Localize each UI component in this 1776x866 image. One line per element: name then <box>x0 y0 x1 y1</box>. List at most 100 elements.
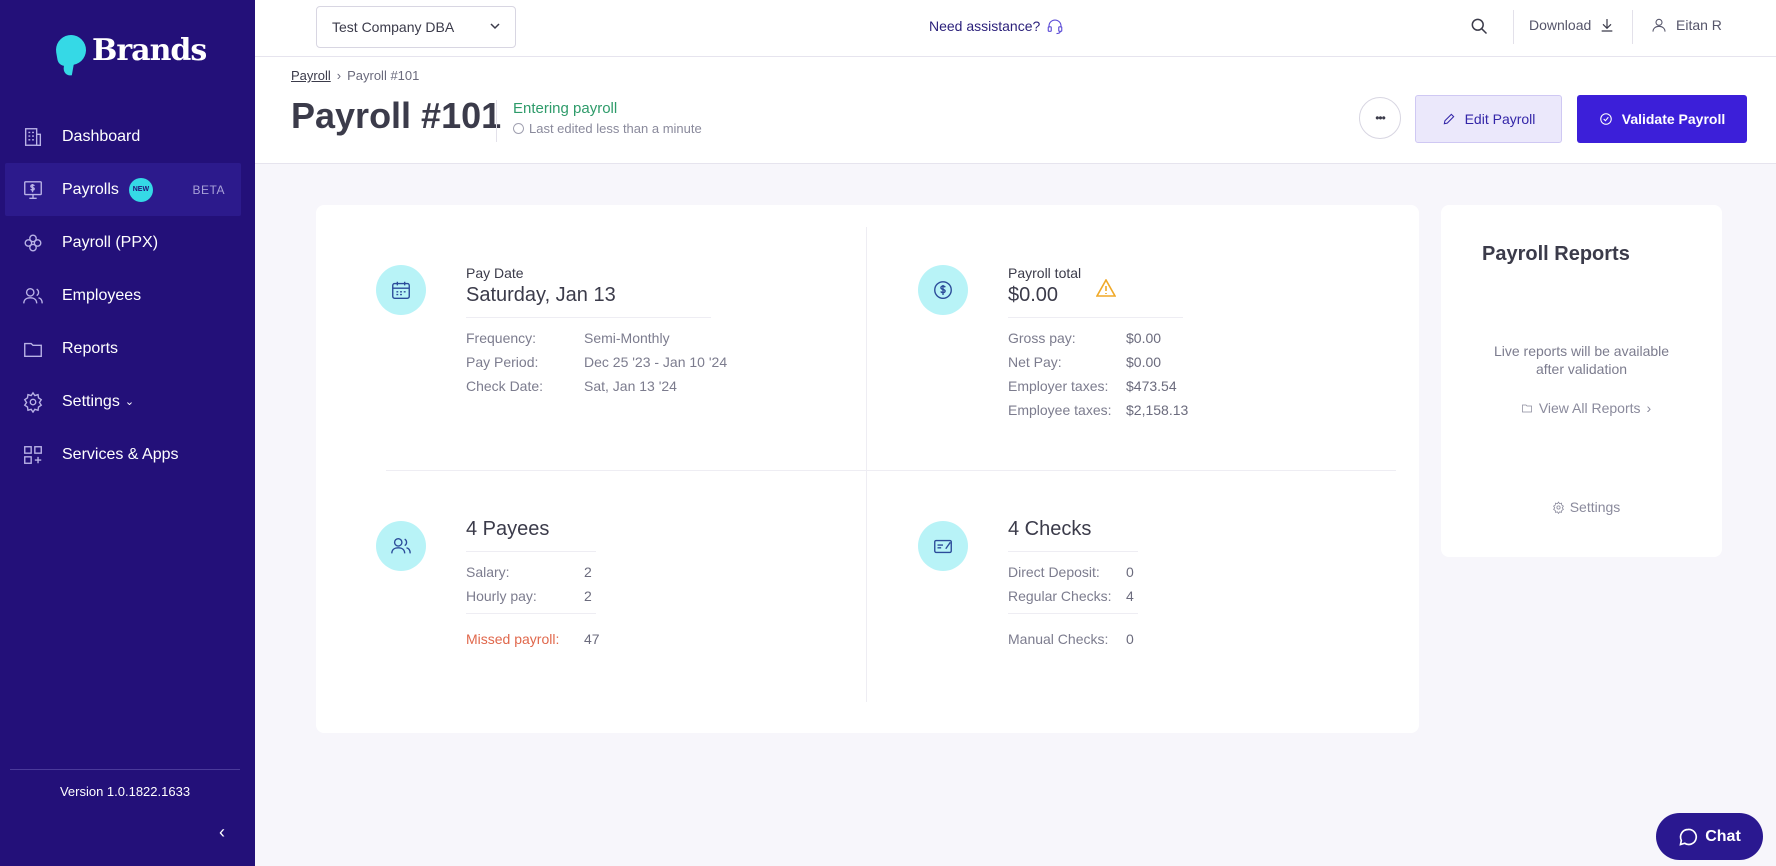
sidebar-item-label: Dashboard <box>62 127 141 145</box>
need-assistance-link[interactable]: Need assistance? <box>929 17 1064 35</box>
chat-label: Chat <box>1705 827 1741 845</box>
payroll-reports-card: Payroll Reports Live reports will be ava… <box>1441 205 1722 557</box>
top-bar: Test Company DBA Need assistance? Downlo… <box>255 0 1776 57</box>
apps-icon <box>21 443 45 467</box>
regular-checks-label: Regular Checks: <box>1008 588 1112 604</box>
sidebar-item-dashboard[interactable]: Dashboard <box>5 110 241 163</box>
download-icon <box>1601 19 1613 32</box>
folder-icon <box>1521 404 1532 413</box>
clock-icon <box>513 123 524 134</box>
dollar-icon <box>918 265 968 315</box>
calendar-icon <box>376 265 426 315</box>
download-label: Download <box>1529 17 1592 33</box>
chevron-down-icon <box>490 23 500 30</box>
user-name: Eitan R <box>1676 17 1722 33</box>
search-icon <box>1471 18 1488 35</box>
sidebar-divider <box>10 769 240 770</box>
new-badge: NEW <box>128 177 153 202</box>
warning-icon[interactable] <box>1096 279 1116 297</box>
version-label: Version 1.0.1822.1633 <box>59 784 191 799</box>
direct-deposit-label: Direct Deposit: <box>1008 564 1100 580</box>
download-button[interactable]: Download <box>1529 17 1615 33</box>
user-icon <box>1652 18 1666 32</box>
collapse-sidebar-icon[interactable]: ‹ <box>219 822 225 842</box>
pay-period-value: Dec 25 '23 - Jan 10 '24 <box>584 354 728 370</box>
brand-logo-icon <box>53 32 89 68</box>
manual-checks-label: Manual Checks: <box>1008 631 1109 647</box>
payroll-status: Entering payroll <box>513 100 618 117</box>
payroll-total-underline <box>1008 317 1183 318</box>
brand-name: Brands <box>92 32 207 68</box>
toolbar-divider <box>1513 10 1514 44</box>
chat-button[interactable]: Chat <box>1656 813 1763 860</box>
company-select[interactable]: Test Company DBA <box>316 6 516 48</box>
breadcrumb: Payroll › Payroll #101 <box>291 68 419 83</box>
validate-payroll-label: Validate Payroll <box>1621 111 1726 127</box>
payroll-total-value: $0.00 <box>1008 284 1059 306</box>
edit-payroll-label: Edit Payroll <box>1464 111 1536 127</box>
sidebar-item-label: Payrolls <box>62 180 119 198</box>
chat-icon <box>1679 828 1698 846</box>
frequency-label: Frequency: <box>466 330 537 346</box>
regular-checks-value: 4 <box>1126 588 1134 604</box>
last-edited-label: Last edited less than a minute <box>529 121 702 136</box>
reports-message-line: Live reports will be available <box>1493 343 1670 359</box>
sidebar: Brands Dashboard Payrolls NEW BETA Payro… <box>0 0 255 866</box>
manual-checks-value: 0 <box>1126 631 1134 647</box>
view-all-reports-link[interactable]: View All Reports › <box>1511 400 1661 416</box>
salary-value: 2 <box>584 564 592 580</box>
building-icon <box>21 125 45 149</box>
brand-logo[interactable]: Brands <box>53 28 207 72</box>
need-assistance-label: Need assistance? <box>929 18 1041 34</box>
edit-payroll-button[interactable]: Edit Payroll <box>1415 95 1562 143</box>
sidebar-item-payrolls[interactable]: Payrolls NEW BETA <box>5 163 241 216</box>
breadcrumb-payroll-link[interactable]: Payroll <box>291 68 331 83</box>
flower-icon <box>21 231 45 255</box>
sidebar-item-settings[interactable]: Settings ⌄ <box>5 375 241 428</box>
pay-date-label: Pay Date <box>466 265 524 281</box>
net-pay-label: Net Pay: <box>1008 354 1062 370</box>
reports-settings-label: Settings <box>1569 499 1621 515</box>
employer-taxes-label: Employer taxes: <box>1008 378 1109 394</box>
gross-pay-value: $0.00 <box>1126 330 1162 346</box>
reports-settings-link[interactable]: Settings <box>1531 499 1641 515</box>
validate-payroll-button[interactable]: Validate Payroll <box>1577 95 1747 143</box>
company-select-value: Test Company DBA <box>332 19 455 35</box>
pay-date-value: Saturday, Jan 13 <box>466 284 616 306</box>
check-circle-icon <box>1599 113 1612 125</box>
frequency-value: Semi-Monthly <box>584 330 670 346</box>
page-title: Payroll #101 <box>291 95 502 136</box>
hourly-pay-label: Hourly pay: <box>466 588 537 604</box>
missed-payroll-label[interactable]: Missed payroll: <box>466 631 560 647</box>
pay-period-label: Pay Period: <box>466 354 539 370</box>
reports-message: Live reports will be available after val… <box>1441 342 1722 378</box>
user-menu[interactable]: Eitan R <box>1651 17 1722 33</box>
payees-count: 4 Payees <box>466 518 550 540</box>
payroll-reports-title: Payroll Reports <box>1482 243 1630 265</box>
sidebar-item-employees[interactable]: Employees <box>5 269 241 322</box>
chevron-right-icon: › <box>1646 400 1652 416</box>
headset-icon <box>1047 19 1063 35</box>
payroll-summary-card: Pay Date Saturday, Jan 13 Frequency: Sem… <box>316 205 1419 733</box>
check-date-value: Sat, Jan 13 '24 <box>584 378 677 394</box>
sidebar-item-reports[interactable]: Reports <box>5 322 241 375</box>
search-button[interactable] <box>1469 16 1491 38</box>
sidebar-item-services-apps[interactable]: Services & Apps <box>5 428 241 481</box>
more-options-button[interactable]: ••• <box>1359 97 1401 139</box>
sidebar-nav: Dashboard Payrolls NEW BETA Payroll (PPX… <box>5 110 241 481</box>
reports-message-line: after validation <box>1535 361 1628 377</box>
salary-label: Salary: <box>466 564 510 580</box>
sidebar-item-payroll-ppx[interactable]: Payroll (PPX) <box>5 216 241 269</box>
sidebar-item-label: Reports <box>62 339 119 357</box>
users-icon <box>21 284 45 308</box>
gross-pay-label: Gross pay: <box>1008 330 1076 346</box>
users-icon <box>376 521 426 571</box>
employer-taxes-value: $473.54 <box>1126 378 1177 394</box>
toolbar-divider <box>1632 10 1633 44</box>
employee-taxes-value: $2,158.13 <box>1126 402 1189 418</box>
breadcrumb-current: Payroll #101 <box>347 68 420 83</box>
checks-underline <box>1008 551 1138 552</box>
check-date-label: Check Date: <box>466 378 544 394</box>
dollar-monitor-icon <box>21 178 45 202</box>
sidebar-item-label: Settings <box>62 392 120 410</box>
